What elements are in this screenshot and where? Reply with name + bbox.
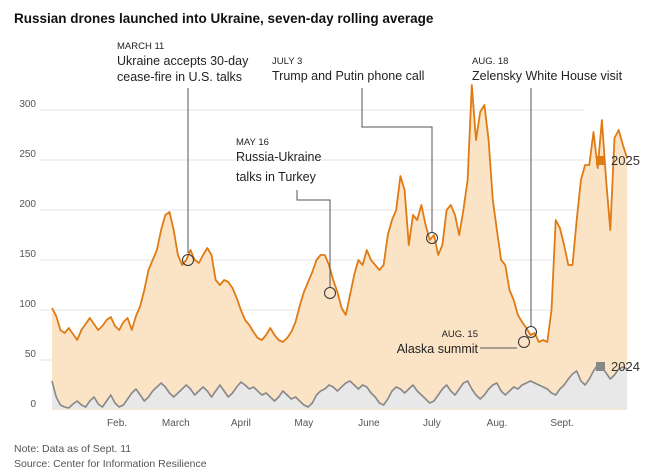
x-tick-label: March bbox=[162, 418, 190, 429]
annotation-date: MAY 16 bbox=[236, 137, 269, 148]
x-tick-label: July bbox=[423, 418, 441, 429]
annotation-leader-line bbox=[296, 190, 331, 287]
annotation-text-line: Russia-Ukraine bbox=[236, 150, 321, 164]
annotation-aug-18: AUG. 18 Zelensky White House visit bbox=[472, 56, 623, 338]
x-tick-label: April bbox=[231, 418, 251, 429]
y-tick-label: 150 bbox=[19, 249, 36, 260]
annotation-leader-line bbox=[361, 88, 433, 232]
x-tick-label: Feb. bbox=[107, 418, 127, 429]
annotation-text-line: Ukraine accepts 30-day bbox=[117, 54, 249, 68]
x-tick-label: May bbox=[294, 418, 313, 429]
chart-note: Note: Data as of Sept. 11 bbox=[14, 443, 131, 455]
annotation-marker bbox=[525, 326, 537, 338]
annotation-date: MARCH 11 bbox=[117, 41, 164, 52]
annotation-march-11: MARCH 11 Ukraine accepts 30-day cease-fi… bbox=[117, 41, 249, 266]
chart-title: Russian drones launched into Ukraine, se… bbox=[14, 11, 434, 26]
legend-swatch bbox=[596, 156, 605, 165]
legend-2024: 2024 bbox=[596, 359, 640, 374]
annotation-date: AUG. 18 bbox=[472, 56, 508, 67]
y-tick-label: 300 bbox=[19, 99, 36, 110]
annotation-text-line: cease-fire in U.S. talks bbox=[117, 70, 242, 84]
y-axis-ticks: 300 250 200 150 100 50 0 bbox=[19, 99, 36, 410]
y-tick-label: 0 bbox=[30, 399, 36, 410]
annotation-marker bbox=[182, 254, 194, 266]
x-axis-ticks: Feb. March April May June July Aug. Sept. bbox=[107, 418, 574, 429]
series-2024-area bbox=[52, 365, 628, 409]
annotation-date: JULY 3 bbox=[272, 56, 302, 67]
legend-swatch bbox=[596, 362, 605, 371]
annotation-text-line: Trump and Putin phone call bbox=[272, 69, 424, 83]
x-tick-label: Sept. bbox=[550, 418, 573, 429]
annotation-marker bbox=[324, 287, 336, 299]
series-2024-line bbox=[51, 364, 628, 409]
annotation-text-line: Zelensky White House visit bbox=[472, 69, 623, 83]
x-tick-label: Aug. bbox=[487, 418, 508, 429]
x-tick-label: June bbox=[358, 418, 380, 429]
annotation-marker bbox=[426, 232, 438, 244]
y-tick-label: 100 bbox=[19, 299, 36, 310]
legend-2025: 2025 bbox=[596, 153, 640, 168]
legend-label: 2024 bbox=[611, 359, 640, 374]
chart-source: Source: Center for Information Resilienc… bbox=[14, 458, 207, 470]
annotation-july-3: JULY 3 Trump and Putin phone call bbox=[272, 56, 438, 244]
annotation-may-16: MAY 16 Russia-Ukraine talks in Turkey bbox=[236, 137, 336, 299]
y-tick-label: 200 bbox=[19, 199, 36, 210]
annotation-aug-15: AUG. 15 Alaska summit bbox=[397, 329, 530, 356]
legend-label: 2025 bbox=[611, 153, 640, 168]
y-tick-label: 250 bbox=[19, 149, 36, 160]
annotation-text-line: Alaska summit bbox=[397, 342, 479, 356]
y-tick-label: 50 bbox=[25, 349, 37, 360]
series-2025-area bbox=[52, 85, 628, 410]
annotation-marker bbox=[518, 336, 530, 348]
annotation-text-line: talks in Turkey bbox=[236, 170, 317, 184]
series-2025-line bbox=[51, 84, 628, 343]
annotation-date: AUG. 15 bbox=[442, 329, 478, 340]
